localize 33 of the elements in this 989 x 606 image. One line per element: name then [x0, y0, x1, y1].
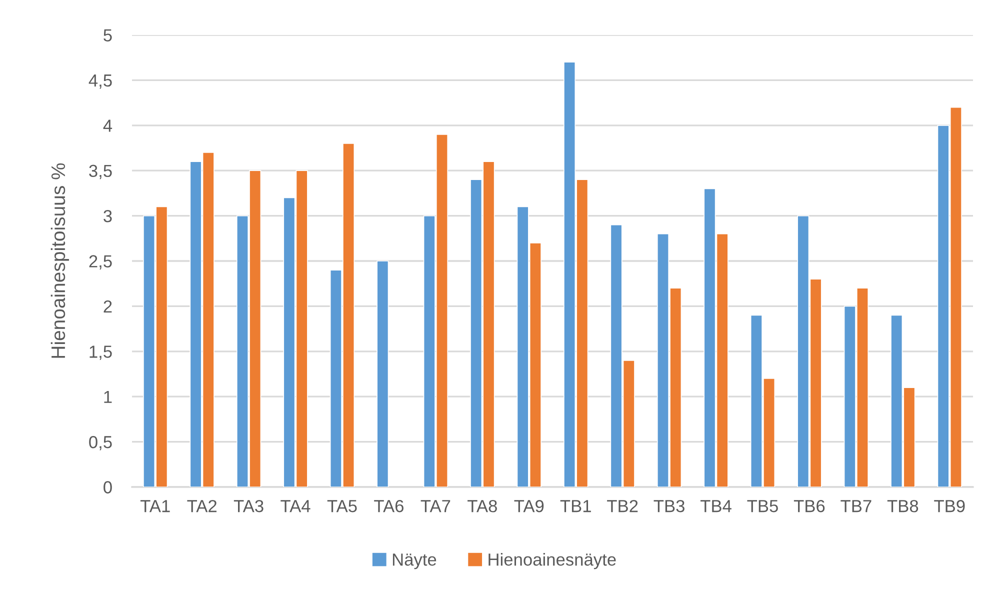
x-tick-label: TA4 [280, 500, 310, 512]
x-tick-label: TA2 [187, 500, 216, 512]
y-tick-label: 5 [104, 29, 112, 42]
x-tick-label: TB9 [934, 500, 965, 512]
y-tick-label: 1 [104, 390, 112, 403]
x-tick-label: TA6 [374, 500, 404, 512]
x-tick-label: TB5 [747, 500, 778, 512]
x-tick-label: TB1 [560, 500, 591, 512]
x-tick-label: TB8 [887, 500, 918, 512]
x-tick-label: TA7 [420, 500, 450, 512]
x-tick-label: TB7 [840, 500, 872, 512]
y-tick-label: 3 [104, 210, 112, 222]
y-tick-label: 2,5 [89, 255, 112, 270]
y-tick-label: 3,5 [89, 164, 112, 180]
legend-label: Näyte [392, 554, 436, 570]
legend-label: Hienoainesnäyte [488, 552, 616, 570]
x-tick-label: TA9 [514, 500, 544, 512]
y-tick-label: 4 [103, 120, 112, 132]
x-tick-label: TB3 [654, 500, 684, 512]
x-tick-label: TB2 [607, 500, 638, 512]
x-tick-label: TA8 [468, 500, 497, 512]
y-tick-label: 2 [104, 300, 112, 312]
y-tick-label: 0 [104, 481, 112, 494]
x-tick-label: TB6 [794, 500, 825, 512]
x-tick-label: TA3 [234, 500, 264, 512]
x-tick-label: TA5 [327, 500, 357, 512]
y-axis-title: Hienoainespitoisuus % [50, 163, 69, 358]
x-tick-label: TB4 [700, 500, 732, 512]
x-tick-label: TA1 [140, 500, 170, 512]
y-tick-label: 4,5 [88, 74, 112, 89]
bar [376, 260, 389, 487]
y-tick-label: 0,5 [89, 436, 112, 450]
y-tick-label: 1,5 [90, 346, 112, 360]
